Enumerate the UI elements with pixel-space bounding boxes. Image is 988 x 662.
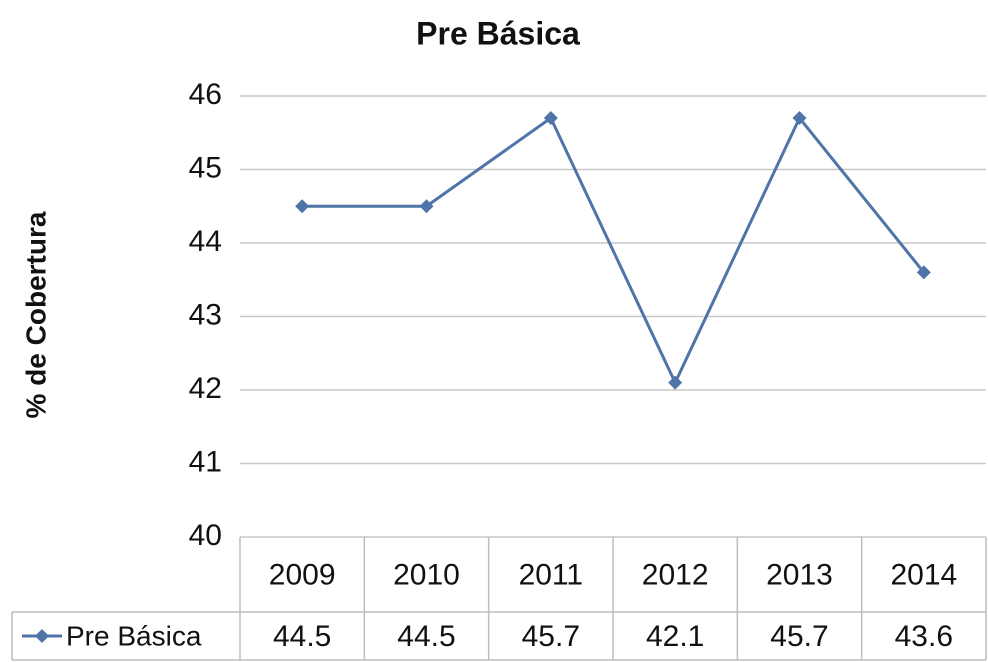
- marker: [668, 375, 683, 390]
- chart-title: Pre Básica: [416, 15, 580, 51]
- marker: [419, 199, 434, 214]
- marker: [792, 111, 807, 126]
- y-tick-label: 40: [189, 519, 222, 552]
- y-tick-label: 41: [189, 445, 222, 478]
- table-value: 45.7: [770, 620, 828, 653]
- y-tick-label: 45: [189, 151, 222, 184]
- y-tick-label: 44: [189, 225, 222, 258]
- y-axis-label: % de Cobertura: [20, 211, 51, 418]
- marker: [295, 199, 310, 214]
- marker: [543, 111, 558, 126]
- table-value: 44.5: [397, 620, 455, 653]
- table-value: 45.7: [522, 620, 580, 653]
- series-line: [302, 115, 926, 387]
- legend-marker: [35, 629, 49, 643]
- legend-label: Pre Básica: [66, 620, 202, 651]
- table-value: 43.6: [895, 620, 953, 653]
- table-value: 42.1: [646, 620, 704, 653]
- x-tick-label: 2013: [766, 558, 833, 591]
- x-tick-label: 2012: [642, 558, 709, 591]
- x-tick-label: 2014: [890, 558, 957, 591]
- x-tick-label: 2009: [269, 558, 336, 591]
- x-tick-label: 2011: [519, 558, 584, 591]
- y-tick-label: 46: [189, 78, 222, 111]
- marker: [916, 265, 931, 280]
- x-tick-label: 2010: [393, 558, 460, 591]
- table-value: 44.5: [273, 620, 331, 653]
- y-tick-label: 43: [189, 298, 222, 331]
- y-tick-label: 42: [189, 372, 222, 405]
